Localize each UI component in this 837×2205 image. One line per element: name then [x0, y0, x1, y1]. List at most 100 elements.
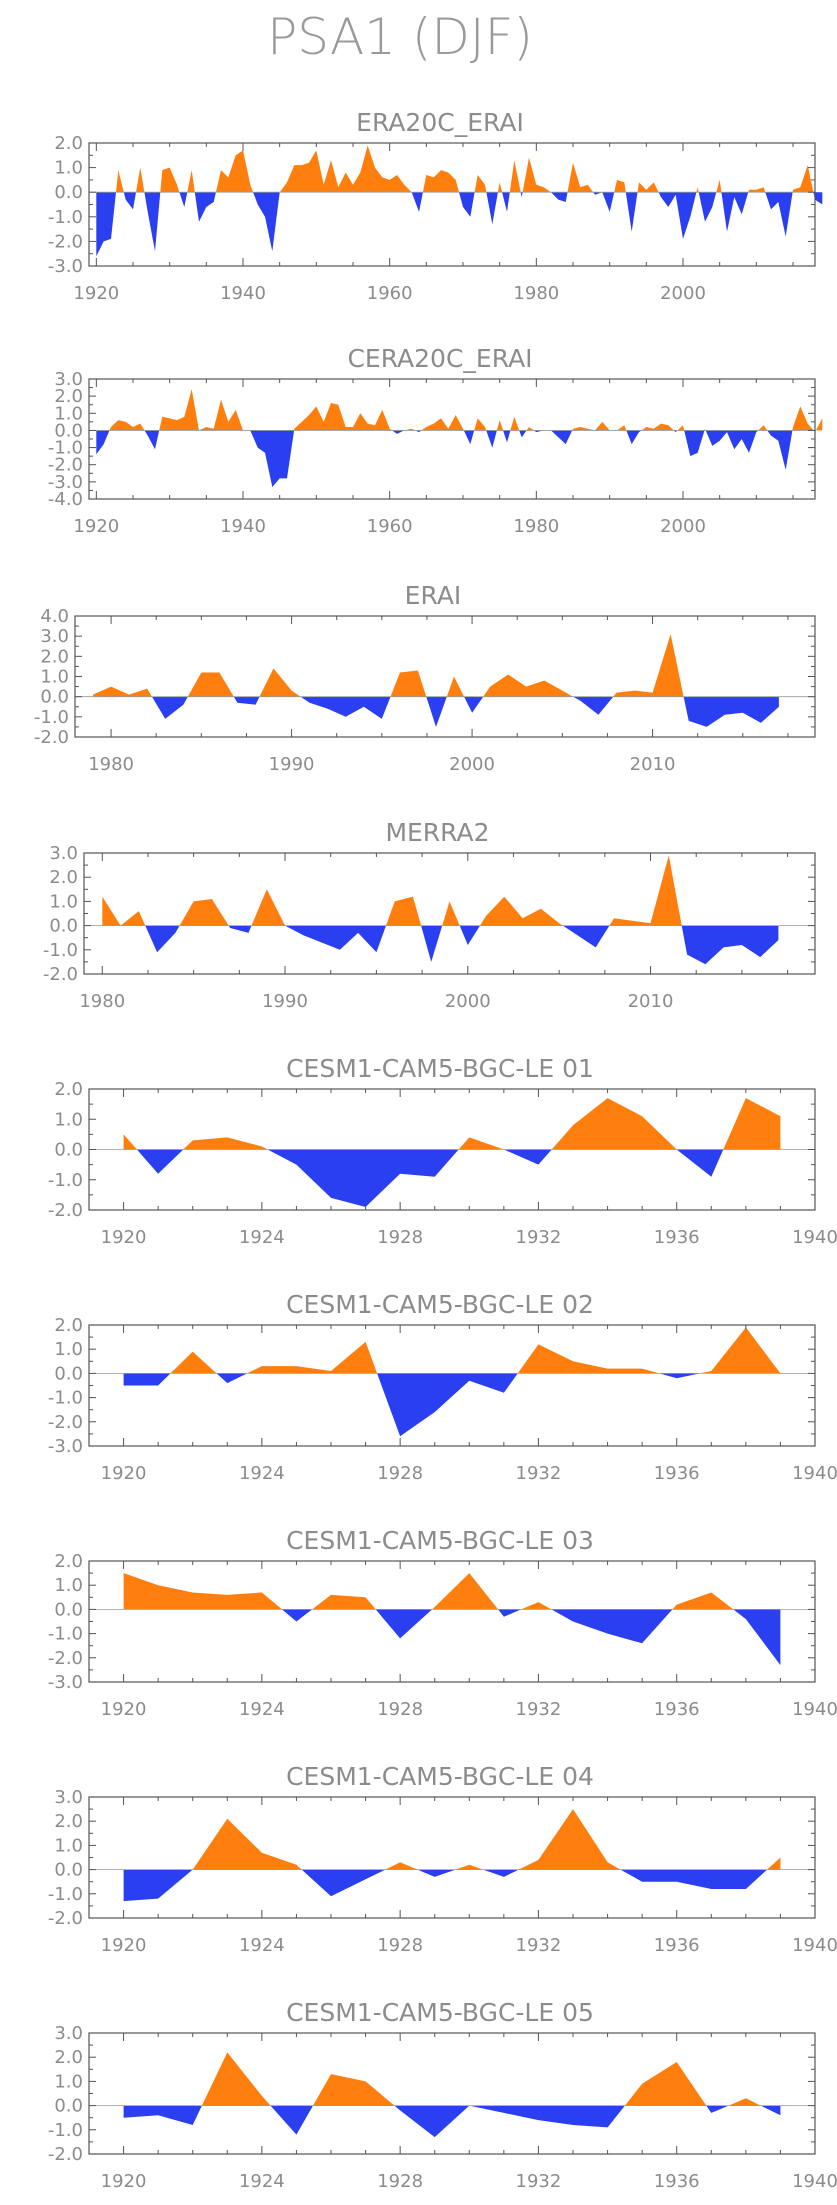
negative-area: [459, 192, 475, 217]
negative-area: [96, 192, 116, 257]
y-tick-label: 1.0: [54, 1339, 83, 1360]
y-tick-label: 2.0: [49, 867, 78, 888]
negative-area: [519, 430, 527, 438]
x-tick-label: 1932: [516, 1463, 562, 1484]
y-tick-label: -1.0: [34, 707, 69, 728]
positive-area: [187, 672, 234, 697]
positive-area: [474, 418, 487, 431]
panel-2: CERA20C_ERAI -4.0-3.0-2.0-1.00.01.02.03.0…: [48, 344, 823, 537]
y-tick-label: -2.0: [48, 2144, 83, 2165]
panel-title: ERAI: [405, 581, 462, 610]
x-tick-label: 1932: [516, 1935, 562, 1956]
y-tick-label: 0.0: [54, 1599, 83, 1620]
y-tick-label: 3.0: [54, 2023, 83, 2044]
negative-area: [282, 1609, 313, 1622]
positive-area: [123, 1134, 137, 1150]
positive-area: [247, 1341, 378, 1374]
y-tick-label: -2.0: [48, 455, 83, 476]
x-tick-label: 1920: [73, 516, 119, 537]
positive-area: [716, 179, 722, 193]
positive-area: [617, 425, 627, 431]
y-tick-label: 2.0: [54, 1811, 83, 1832]
panel-7: CESM1-CAM5-BGC-LE 03 -3.0 -2.0 -1.0 0.0 1.0 2.…: [48, 1526, 837, 1720]
positive-area: [496, 420, 504, 431]
negative-area: [681, 925, 779, 965]
y-tick-label: 1.0: [54, 2071, 83, 2092]
negative-area: [520, 192, 523, 198]
negative-area: [469, 2105, 625, 2128]
y-tick-label: -2.0: [43, 964, 78, 985]
positive-area: [624, 2062, 707, 2106]
x-tick-label: 1924: [239, 1699, 285, 1720]
negative-area: [136, 1149, 184, 1174]
plot-frame: [88, 1560, 816, 1683]
x-tick-label: 1920: [101, 2171, 147, 2192]
positive-area: [251, 889, 285, 926]
x-tick-label: 1936: [654, 1463, 700, 1484]
positive-area: [199, 399, 243, 431]
y-tick-label: -2.0: [48, 1412, 83, 1433]
y-tick-label: 1.0: [54, 158, 83, 179]
x-tick-label: 1920: [101, 1699, 147, 1720]
y-tick-label: 0.0: [40, 687, 69, 708]
panel-title: CERA20C_ERAI: [347, 344, 532, 373]
panel-5: CESM1-CAM5-BGC-LE 01 -2.0 -1.0 0.0 1.0 2.0 192…: [48, 1054, 837, 1248]
negative-area: [706, 2105, 729, 2113]
positive-area: [458, 1137, 504, 1150]
negative-area: [767, 430, 793, 470]
x-tick-label: 1936: [654, 1699, 700, 1720]
x-tick-label: 2000: [449, 754, 495, 775]
x-tick-label: 1928: [377, 1227, 423, 1248]
positive-area: [102, 896, 121, 926]
y-tick-label: -2.0: [48, 1908, 83, 1929]
negative-area: [813, 192, 823, 205]
negative-area: [144, 192, 161, 252]
negative-area: [392, 430, 405, 434]
negative-area: [375, 1609, 433, 1639]
positive-area: [404, 428, 416, 431]
x-tick-label: 1936: [654, 1935, 700, 1956]
panel-6: CESM1-CAM5-BGC-LE 02 -3.0 -2.0 -1.0 0.0 1.0 2.…: [48, 1290, 837, 1484]
y-tick-label: -1.0: [48, 438, 83, 459]
positive-area: [767, 1857, 781, 1870]
x-tick-label: 1920: [73, 283, 119, 304]
negative-area: [721, 192, 749, 232]
positive-area: [109, 420, 145, 431]
y-tick-label: 2.0: [54, 1551, 83, 1572]
positive-area: [279, 145, 412, 193]
negative-area: [144, 430, 160, 450]
y-tick-label: 2.0: [40, 646, 69, 667]
negative-area: [411, 192, 423, 212]
panel-9: CESM1-CAM5-BGC-LE 05 -2.0 -1.0 0.0 1.0 2.0 3.0…: [48, 1998, 837, 2192]
negative-area: [602, 192, 615, 212]
positive-area: [483, 674, 574, 697]
x-tick-label: 1980: [88, 754, 134, 775]
positive-area: [696, 187, 699, 193]
negative-area: [573, 696, 614, 715]
x-tick-label: 1940: [220, 283, 266, 304]
positive-area: [159, 389, 199, 431]
negative-area: [684, 430, 705, 457]
y-tick-label: 0.0: [54, 182, 83, 203]
panel-4: MERRA2 -2.0 -1.0 0.0 1.0 2.0 3.0 1980 1990 2000 20…: [43, 818, 816, 1012]
positive-area: [480, 896, 563, 926]
positive-area: [551, 1098, 677, 1150]
positive-area: [93, 686, 152, 697]
y-tick-label: -3.0: [48, 472, 83, 493]
x-tick-label: 1924: [239, 1463, 285, 1484]
negative-area: [123, 2105, 202, 2125]
positive-area: [187, 170, 195, 193]
x-tick-label: 2010: [628, 991, 674, 1012]
positive-area: [723, 1098, 781, 1150]
y-tick-label: -3.0: [48, 1672, 83, 1693]
positive-area: [758, 425, 768, 431]
y-tick-label: 3.0: [54, 369, 83, 390]
positive-area: [294, 403, 393, 431]
plot-frame: [88, 1796, 816, 1919]
x-tick-label: 1936: [654, 2171, 700, 2192]
y-tick-label: 0.0: [54, 2096, 83, 2117]
positive-area: [386, 896, 422, 926]
negative-area: [377, 1373, 518, 1437]
x-tick-label: 1960: [367, 516, 413, 537]
